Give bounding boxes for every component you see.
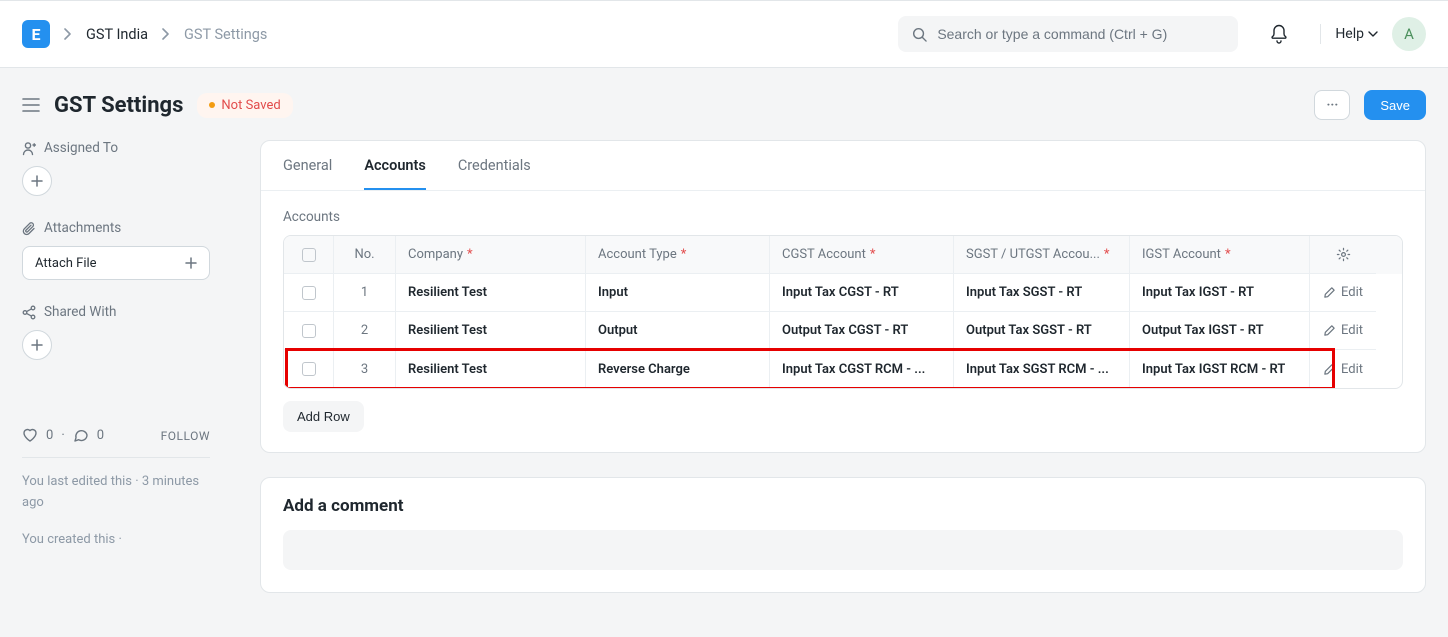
heart-icon[interactable] [22,428,38,443]
select-all-cell[interactable] [284,236,334,274]
row-edit-button[interactable]: Edit [1310,312,1376,350]
row-edit-button[interactable]: Edit [1310,274,1376,312]
row-checkbox[interactable] [284,350,334,388]
section-title: Accounts [261,191,1425,235]
row-edit-button[interactable]: Edit [1310,350,1376,388]
row-no: 1 [334,274,396,312]
bell-icon[interactable] [1270,24,1288,44]
comment-title: Add a comment [261,478,1425,530]
row-type[interactable]: Output [586,312,770,350]
divider [22,457,210,458]
avatar[interactable]: A [1392,17,1426,51]
row-sgst[interactable]: Input Tax SGST RCM - ... [954,350,1130,388]
checkbox-icon [302,324,316,338]
row-type[interactable]: Reverse Charge [586,350,770,388]
app-logo[interactable]: E [22,20,50,48]
col-igst: IGST Account* [1130,236,1310,274]
edit-icon [1323,324,1336,337]
share-icon [22,305,36,320]
edited-meta: You last edited this · 3 minutes ago [22,472,210,514]
help-menu[interactable]: Help [1335,26,1378,42]
row-company[interactable]: Resilient Test [396,350,586,388]
row-igst[interactable]: Input Tax IGST - RT [1130,274,1310,312]
page-title: GST Settings [54,93,183,118]
col-no: No. [334,236,396,274]
row-igst[interactable]: Output Tax IGST - RT [1130,312,1310,350]
row-type[interactable]: Input [586,274,770,312]
menu-icon[interactable] [22,98,40,112]
table-row[interactable]: 2Resilient TestOutputOutput Tax CGST - R… [284,312,1402,350]
row-checkbox[interactable] [284,274,334,312]
edit-icon [1323,363,1336,376]
user-icon [22,141,36,156]
search-input[interactable] [937,26,1224,42]
accounts-card: GeneralAccountsCredentials Accounts No. … [260,140,1426,453]
tabs: General Accounts Credentials [261,141,1425,191]
row-sgst[interactable]: Output Tax SGST - RT [954,312,1130,350]
row-company[interactable]: Resilient Test [396,274,586,312]
row-cgst[interactable]: Input Tax CGST - RT [770,274,954,312]
sidebar: Assigned To Attachments Attach File [22,140,236,617]
more-button[interactable]: ··· [1314,90,1350,120]
plus-icon [185,257,197,269]
topbar: E GST India GST Settings Help A [0,0,1448,68]
table-row[interactable]: 1Resilient TestInputInput Tax CGST - RTI… [284,274,1402,312]
add-row-button[interactable]: Add Row [283,401,364,432]
table-row[interactable]: 3Resilient TestReverse ChargeInput Tax C… [284,350,1402,388]
created-meta: You created this · [22,530,210,551]
gear-icon [1336,247,1351,262]
add-assignee-button[interactable] [22,166,52,196]
save-button[interactable]: Save [1364,90,1426,120]
comment-count: 0 [97,428,104,443]
tab-general[interactable]: General [283,157,332,190]
row-cgst[interactable]: Output Tax CGST - RT [770,312,954,350]
edit-icon [1323,286,1336,299]
add-share-button[interactable] [22,330,52,360]
main-content: GeneralAccountsCredentials Accounts No. … [260,140,1426,617]
status-dot-icon [209,102,215,108]
checkbox-icon [302,362,316,376]
col-account-type: Account Type* [586,236,770,274]
follow-button[interactable]: FOLLOW [161,429,210,443]
row-cgst[interactable]: Input Tax CGST RCM - ... [770,350,954,388]
comment-card: Add a comment [260,477,1426,593]
divider [1320,24,1321,44]
status-badge: Not Saved [197,93,292,118]
paperclip-icon [22,221,36,236]
breadcrumb-current: GST Settings [184,26,267,43]
comment-icon[interactable] [73,428,89,443]
row-checkbox[interactable] [284,312,334,350]
help-label: Help [1335,26,1364,42]
chevron-right-icon [64,28,72,40]
engagement-row: 0 · 0 FOLLOW [22,428,210,443]
tab-credentials[interactable]: Credentials [458,157,531,190]
tab-accounts[interactable]: Accounts [364,157,426,190]
row-sgst[interactable]: Input Tax SGST - RT [954,274,1130,312]
search-icon [912,27,927,42]
row-no: 3 [334,350,396,388]
checkbox-icon [302,248,316,262]
shared-with-label: Shared With [22,304,236,320]
row-igst[interactable]: Input Tax IGST RCM - RT [1130,350,1310,388]
attachments-label: Attachments [22,220,236,236]
grid-header-row: No. Company* Account Type* CGST Account*… [284,236,1402,274]
like-count: 0 [46,428,53,443]
accounts-grid: No. Company* Account Type* CGST Account*… [283,235,1403,389]
attach-file-button[interactable]: Attach File [22,246,210,280]
col-company: Company* [396,236,586,274]
chevron-down-icon [1368,31,1378,37]
chevron-right-icon [162,28,170,40]
page-header: GST Settings Not Saved ··· Save [0,68,1448,120]
search-box[interactable] [898,16,1238,52]
checkbox-icon [302,286,316,300]
col-sgst: SGST / UTGST Accou...* [954,236,1130,274]
col-settings[interactable] [1310,236,1376,274]
status-label: Not Saved [221,98,280,113]
row-company[interactable]: Resilient Test [396,312,586,350]
comment-input[interactable] [283,530,1403,570]
breadcrumb-parent[interactable]: GST India [86,26,148,43]
col-cgst: CGST Account* [770,236,954,274]
assigned-to-label: Assigned To [22,140,236,156]
row-no: 2 [334,312,396,350]
